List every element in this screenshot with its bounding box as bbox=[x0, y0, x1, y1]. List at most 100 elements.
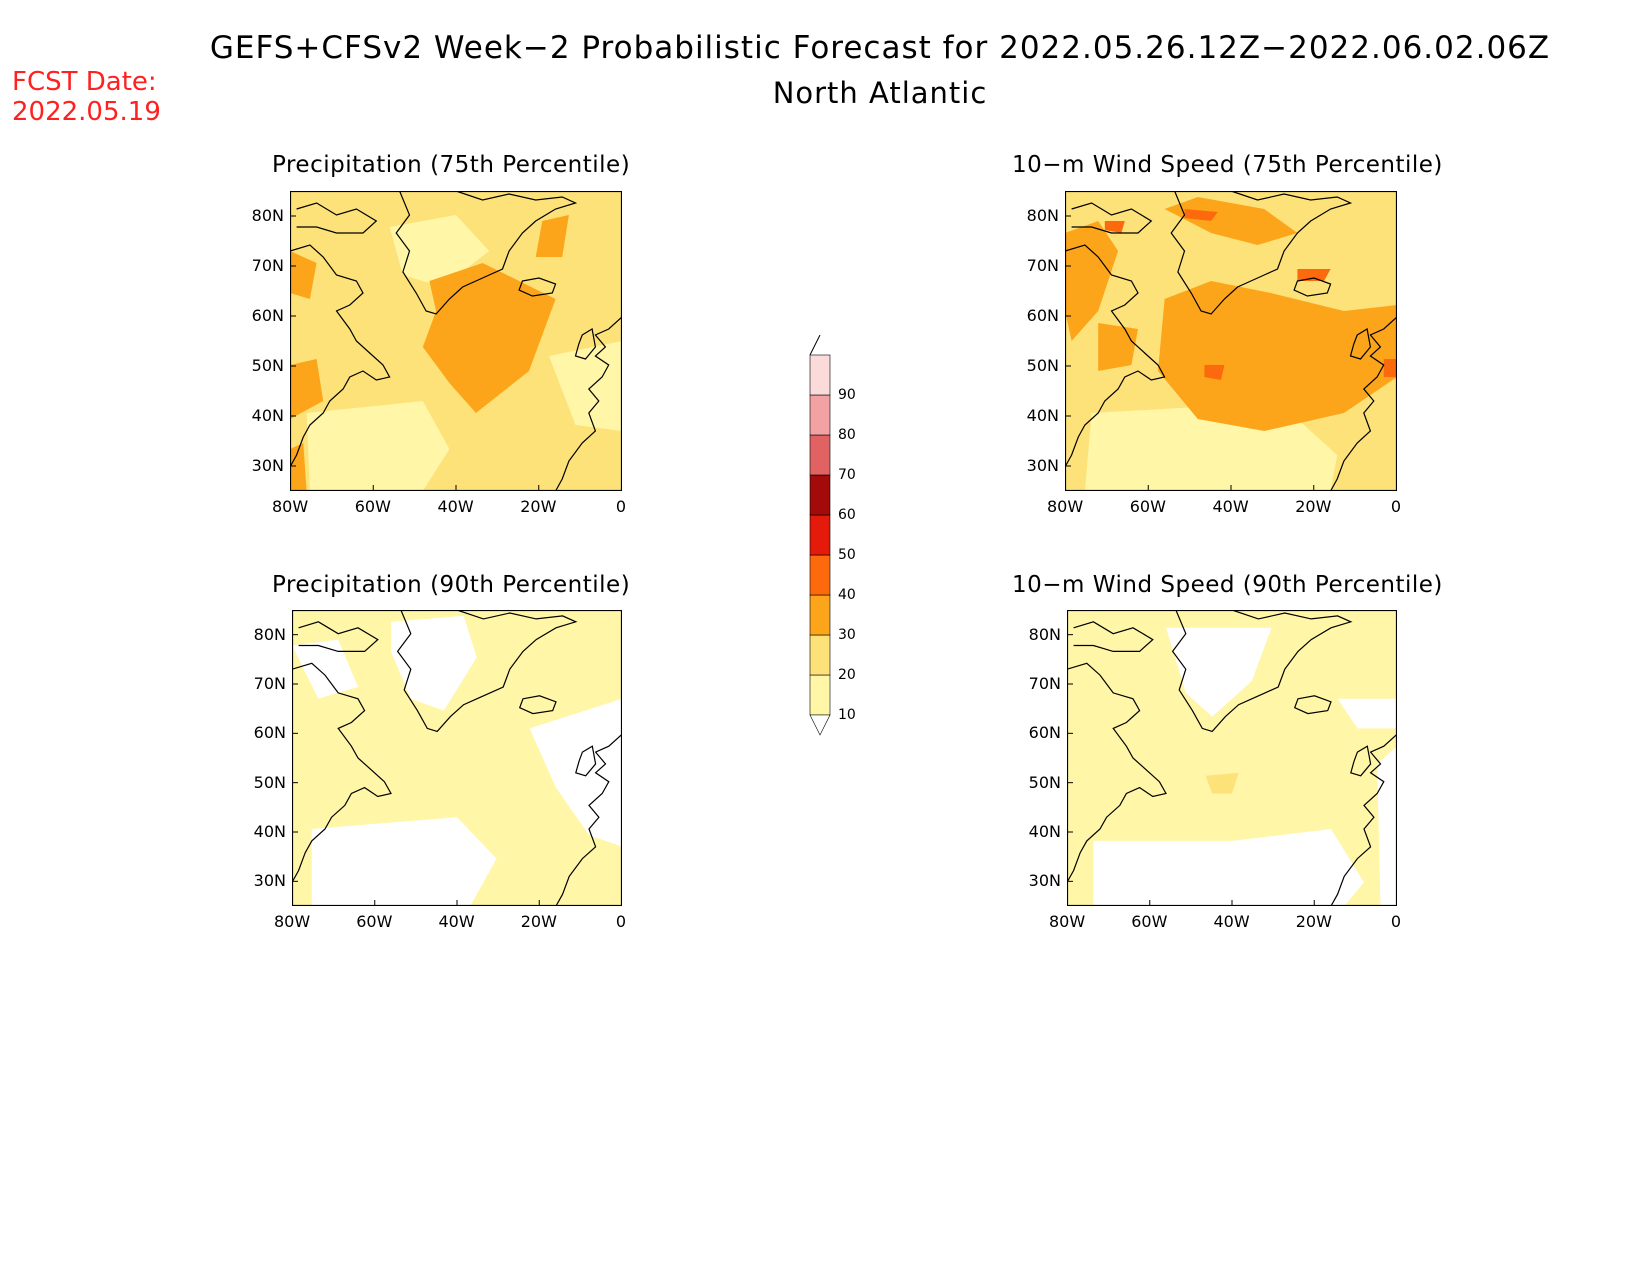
x-tick-label: 80W bbox=[1049, 912, 1086, 931]
coastline bbox=[1170, 191, 1353, 315]
contour-region bbox=[389, 215, 490, 287]
y-tick-label: 30N bbox=[1028, 871, 1061, 891]
map-wind-75 bbox=[1065, 191, 1397, 491]
map-fill-layer bbox=[292, 610, 622, 906]
x-tick-label: 60W bbox=[356, 912, 393, 931]
map-wind-90 bbox=[1067, 610, 1397, 906]
x-tick-label: 0 bbox=[615, 497, 627, 516]
colorbar-segment bbox=[809, 674, 831, 716]
panel-title-precip-75: Precipitation (75th Percentile) bbox=[272, 152, 631, 178]
y-tick-label: 70N bbox=[1026, 256, 1059, 275]
x-tick-label: 80W bbox=[272, 497, 309, 516]
contour-region bbox=[290, 443, 307, 491]
figure-title: GEFS+CFSv2 Week−2 Probabilistic Forecast… bbox=[209, 30, 1551, 66]
colorbar-segment bbox=[809, 474, 831, 516]
x-tick-label: 20W bbox=[520, 497, 557, 516]
y-tick-label: 80N bbox=[253, 624, 286, 644]
x-tick-label: 60W bbox=[1129, 497, 1166, 516]
contour-region bbox=[1383, 359, 1397, 377]
map-precip-90 bbox=[292, 610, 622, 906]
coastline bbox=[555, 316, 622, 491]
coastline bbox=[298, 621, 379, 653]
contour-region bbox=[535, 215, 569, 257]
y-tick-label: 60N bbox=[1028, 723, 1061, 743]
x-tick-label: 20W bbox=[520, 912, 557, 931]
colorbar-tick-label: 60 bbox=[838, 507, 856, 523]
y-tick-label: 30N bbox=[251, 456, 284, 475]
colorbar-tick-label: 90 bbox=[838, 387, 856, 403]
colorbar-top-cap bbox=[810, 335, 830, 355]
y-tick-label: 50N bbox=[1028, 772, 1061, 792]
coastline bbox=[555, 733, 622, 906]
contour-region bbox=[1204, 365, 1225, 380]
colorbar-segment bbox=[809, 354, 831, 396]
panel-title-wind-75: 10−m Wind Speed (75th Percentile) bbox=[1012, 152, 1443, 178]
contour-region bbox=[1337, 698, 1397, 729]
coastline bbox=[1071, 202, 1153, 234]
contour-region bbox=[290, 359, 324, 419]
y-tick-label: 80N bbox=[251, 206, 284, 225]
colorbar-tick-label: 70 bbox=[838, 467, 856, 483]
colorbar-bottom-cap bbox=[809, 714, 831, 736]
coastline bbox=[395, 191, 578, 315]
contour-region bbox=[306, 401, 450, 491]
colorbar-segment bbox=[809, 594, 831, 636]
panel-title-wind-90: 10−m Wind Speed (90th Percentile) bbox=[1012, 572, 1443, 598]
y-tick-label: 60N bbox=[251, 306, 284, 325]
coastline-island bbox=[575, 745, 597, 777]
map-precip-75 bbox=[290, 191, 622, 491]
colorbar-segment bbox=[809, 514, 831, 556]
tick-marks bbox=[292, 634, 622, 906]
y-tick-label: 70N bbox=[253, 674, 286, 693]
y-tick-label: 60N bbox=[253, 723, 286, 743]
contour-region bbox=[1205, 772, 1239, 794]
contour-region bbox=[1065, 221, 1119, 341]
x-tick-label: 20W bbox=[1295, 497, 1332, 516]
coastlines bbox=[290, 191, 622, 491]
colorbar-tick-label: 80 bbox=[838, 427, 856, 443]
y-tick-label: 60N bbox=[1026, 306, 1059, 325]
y-tick-label: 50N bbox=[1026, 356, 1059, 375]
x-tick-label: 20W bbox=[1295, 912, 1332, 931]
coastline-island bbox=[518, 277, 557, 297]
contour-region bbox=[549, 341, 622, 431]
tick-marks bbox=[290, 215, 622, 491]
coastlines bbox=[1065, 191, 1397, 491]
colorbar-segment bbox=[809, 434, 831, 476]
coastline bbox=[290, 244, 391, 468]
y-tick-label: 40N bbox=[253, 822, 286, 841]
x-tick-label: 0 bbox=[615, 912, 627, 931]
y-tick-label: 40N bbox=[1026, 406, 1059, 425]
contour-region bbox=[1164, 197, 1298, 245]
coastline-island bbox=[1349, 328, 1372, 360]
contour-region bbox=[1166, 627, 1272, 717]
contour-region bbox=[391, 615, 477, 711]
coastline-island bbox=[1293, 695, 1332, 715]
x-tick-label: 40W bbox=[1213, 912, 1250, 931]
y-tick-label: 30N bbox=[1026, 456, 1059, 475]
contour-region bbox=[290, 251, 317, 299]
map-fill-layer bbox=[290, 191, 622, 491]
coastline-island bbox=[1350, 745, 1372, 777]
y-tick-label: 50N bbox=[253, 772, 286, 792]
coastline-island bbox=[1293, 277, 1332, 297]
coastline bbox=[1073, 621, 1154, 653]
coastline bbox=[292, 662, 392, 883]
y-tick-label: 80N bbox=[1028, 624, 1061, 644]
contour-region bbox=[422, 263, 556, 413]
colorbar-cap-edge bbox=[809, 335, 821, 356]
coastlines bbox=[1067, 610, 1397, 906]
y-tick-label: 80N bbox=[1026, 206, 1059, 225]
x-tick-label: 60W bbox=[354, 497, 391, 516]
colorbar-segment bbox=[809, 554, 831, 596]
colorbar-tick-label: 10 bbox=[838, 707, 856, 723]
colorbar-tick-label: 50 bbox=[838, 547, 856, 563]
contour-region bbox=[1377, 746, 1397, 906]
coastlines bbox=[292, 610, 622, 906]
map-fill-layer bbox=[1065, 191, 1397, 491]
contour-region bbox=[311, 817, 497, 906]
colorbar bbox=[809, 335, 831, 736]
y-tick-label: 40N bbox=[251, 406, 284, 425]
colorbar-tick-label: 20 bbox=[838, 667, 856, 683]
x-tick-label: 0 bbox=[1390, 912, 1402, 931]
